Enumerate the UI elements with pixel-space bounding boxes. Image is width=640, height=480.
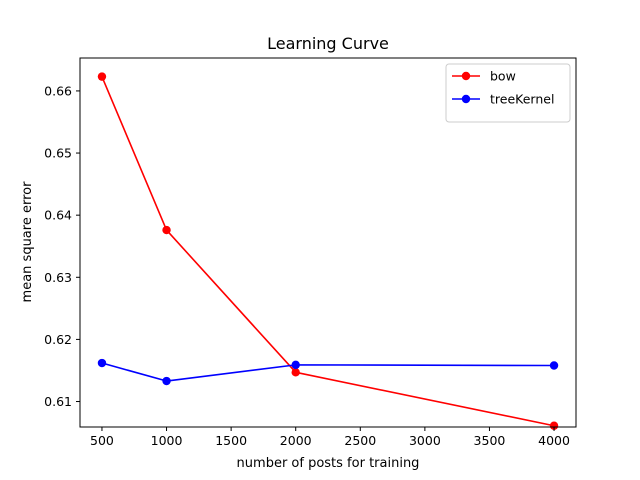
y-tick-label-0.65: 0.65	[44, 146, 72, 161]
x-tick-label-2500: 2500	[344, 433, 376, 448]
x-tick-label-3500: 3500	[474, 433, 506, 448]
x-tick-label-4000: 4000	[538, 433, 570, 448]
data-point-treeKernel-500	[97, 358, 107, 368]
x-tick-label-3000: 3000	[409, 433, 441, 448]
data-point-treeKernel-1000	[162, 376, 171, 386]
legend: bow treeKernel	[445, 63, 571, 123]
data-point-bow-2000	[291, 368, 300, 377]
plot-area: 500 1000 1500 2000 2500 3000 3500 4000 0.61 0.62 0…	[44, 57, 577, 448]
legend-marker-treeKernel	[461, 94, 471, 104]
legend-label-treeKernel: treeKernel	[490, 92, 554, 107]
legend-label-bow: bow	[490, 69, 516, 84]
y-tick-label-0.62: 0.62	[44, 332, 72, 347]
series-line-bow	[101, 76, 555, 427]
x-tick-label-2000: 2000	[280, 433, 312, 448]
x-tick-label-1000: 1000	[151, 433, 183, 448]
x-tick-label-500: 500	[90, 433, 114, 448]
axes-frame	[79, 57, 577, 428]
data-point-treeKernel-4000	[549, 361, 559, 370]
y-tick-label-0.66: 0.66	[44, 83, 72, 98]
y-axis-label: mean square error	[20, 181, 35, 303]
y-tick-label-0.64: 0.64	[44, 208, 72, 223]
x-tick-label-1500: 1500	[215, 433, 247, 448]
x-axis-label: number of posts for training	[237, 456, 420, 471]
data-point-bow-4000	[549, 421, 559, 430]
chart-title: Learning Curve	[267, 34, 389, 53]
data-point-bow-1000	[162, 225, 171, 235]
legend-marker-bow	[461, 71, 471, 81]
series-line-treeKernel	[101, 362, 555, 382]
legend-box	[445, 63, 571, 123]
y-tick-label-0.63: 0.63	[44, 270, 72, 285]
data-point-bow-500	[97, 72, 107, 81]
data-point-treeKernel-2000	[291, 360, 300, 370]
y-tick-label-0.61: 0.61	[44, 394, 72, 409]
